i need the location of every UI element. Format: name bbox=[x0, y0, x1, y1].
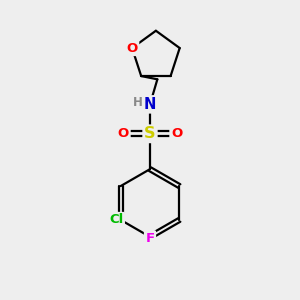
Text: Cl: Cl bbox=[109, 213, 123, 226]
Text: S: S bbox=[144, 126, 156, 141]
Text: H: H bbox=[133, 95, 142, 109]
Text: O: O bbox=[171, 127, 182, 140]
Text: O: O bbox=[127, 41, 138, 55]
Text: F: F bbox=[146, 232, 154, 245]
Text: N: N bbox=[144, 97, 156, 112]
Text: O: O bbox=[118, 127, 129, 140]
